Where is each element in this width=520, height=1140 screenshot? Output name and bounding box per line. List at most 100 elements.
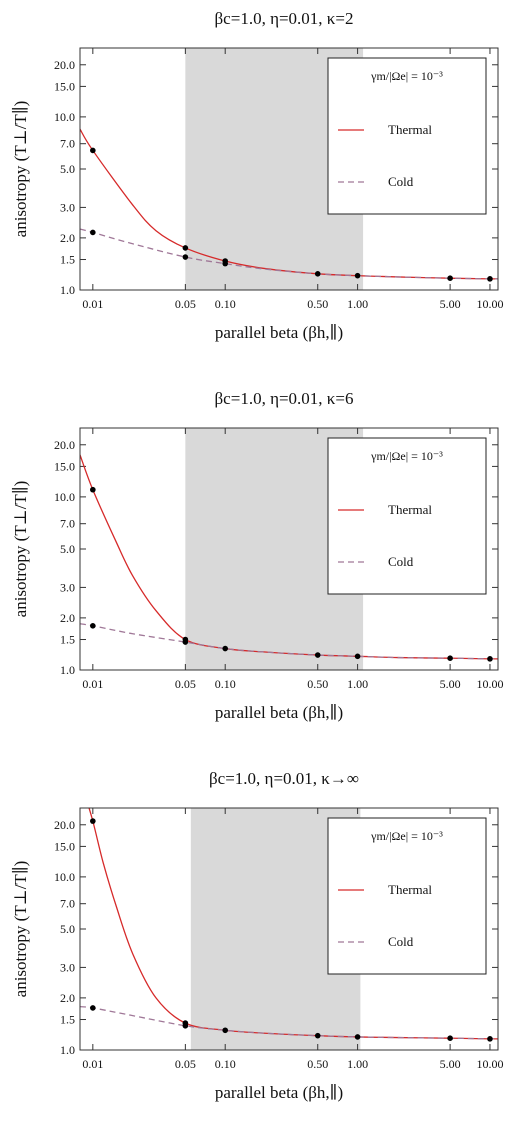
- x-axis-label: parallel beta (βh,∥): [215, 323, 343, 342]
- data-point: [90, 623, 96, 629]
- x-axis-label: parallel beta (βh,∥): [215, 703, 343, 722]
- y-tick-label: 2.0: [60, 231, 75, 245]
- x-tick-label: 5.00: [440, 297, 461, 311]
- x-tick-label: 10.00: [476, 677, 503, 691]
- x-tick-label: 0.10: [215, 1057, 236, 1071]
- legend: γm/|Ωe| = 10⁻³ Thermal Cold: [327, 437, 487, 595]
- data-point: [90, 147, 96, 154]
- y-tick-label: 15.0: [54, 459, 75, 473]
- series-line-cold: [80, 228, 498, 280]
- y-axis-label: anisotropy (T⊥/T∥): [11, 101, 30, 238]
- data-point: [90, 818, 96, 824]
- data-point: [182, 639, 189, 645]
- chart-title: βc=1.0, η=0.01, κ=6: [215, 389, 354, 408]
- legend: γm/|Ωe| = 10⁻³ Thermal Cold: [327, 817, 487, 975]
- x-axis-label: parallel beta (βh,∥): [215, 1083, 343, 1102]
- y-tick-label: 5.0: [60, 542, 75, 556]
- x-tick-label: 0.50: [307, 677, 328, 691]
- data-point: [314, 1032, 321, 1039]
- data-point: [314, 652, 321, 658]
- chart-panel-2: βc=1.0, η=0.01, κ=6 0.01 0.05 0.10 0.50 1.00 5…: [11, 389, 503, 722]
- y-axis-label: anisotropy (T⊥/T∥): [11, 481, 30, 618]
- data-point: [354, 653, 361, 660]
- x-tick-label: 0.50: [307, 297, 328, 311]
- y-tick-label: 20.0: [54, 58, 75, 72]
- legend-entry-cold: Cold: [388, 934, 414, 949]
- y-tick-label: 1.0: [60, 663, 75, 677]
- legend-header: γm/|Ωe| = 10⁻³: [370, 829, 443, 843]
- legend: γm/|Ωe| = 10⁻³ Thermal Cold: [327, 57, 487, 215]
- data-point: [354, 1034, 361, 1040]
- y-axis-label: anisotropy (T⊥/T∥): [11, 861, 30, 998]
- legend-entry-cold: Cold: [388, 554, 414, 569]
- x-tick-label: 10.00: [476, 297, 503, 311]
- series-line-cold: [80, 1006, 498, 1040]
- y-tick-label: 1.5: [60, 1013, 75, 1027]
- data-point: [182, 245, 189, 251]
- plot-frame: [79, 427, 499, 671]
- data-point: [182, 254, 189, 260]
- y-tick-label: 5.0: [60, 162, 75, 176]
- x-tick-label: 0.05: [175, 677, 196, 691]
- y-tick-label: 7.0: [60, 137, 75, 151]
- data-point: [447, 275, 453, 281]
- legend-entry-thermal: Thermal: [388, 122, 432, 137]
- data-point: [222, 645, 229, 652]
- x-tick-label: 1.00: [347, 677, 368, 691]
- y-tick-label: 20.0: [54, 818, 75, 832]
- legend-entry-thermal: Thermal: [388, 502, 432, 517]
- x-tick-label: 0.05: [175, 297, 196, 311]
- y-tick-label: 3.0: [60, 960, 75, 974]
- y-tick-label: 3.0: [60, 200, 75, 214]
- legend-header: γm/|Ωe| = 10⁻³: [370, 69, 443, 83]
- data-point: [90, 229, 96, 236]
- x-tick-label: 0.01: [82, 297, 103, 311]
- series-line-cold: [80, 623, 498, 660]
- y-tick-label: 15.0: [54, 79, 75, 93]
- y-tick-label: 1.0: [60, 1043, 75, 1057]
- data-point: [354, 272, 361, 279]
- x-tick-label: 0.50: [307, 1057, 328, 1071]
- x-tick-label: 0.01: [82, 677, 103, 691]
- x-tick-label: 0.01: [82, 1057, 103, 1071]
- data-point: [487, 656, 493, 662]
- chart-panel-3: βc=1.0, η=0.01, κ→∞ 0.01 0.05 0.10 0.50 1.00 5…: [11, 769, 503, 1102]
- data-point: [447, 1035, 453, 1041]
- y-tick-label: 10.0: [54, 110, 75, 124]
- series-line-thermal: [80, 454, 498, 660]
- y-tick-label: 3.0: [60, 580, 75, 594]
- x-tick-label: 0.05: [175, 1057, 196, 1071]
- y-tick-label: 10.0: [54, 490, 75, 504]
- data-point: [487, 1036, 493, 1042]
- legend-header: γm/|Ωe| = 10⁻³: [370, 449, 443, 463]
- y-tick-label: 10.0: [54, 870, 75, 884]
- y-tick-label: 15.0: [54, 839, 75, 853]
- legend-entry-thermal: Thermal: [388, 882, 432, 897]
- series-group: [80, 454, 498, 660]
- data-point: [222, 1027, 229, 1034]
- x-tick-label: 1.00: [347, 297, 368, 311]
- x-tick-label: 10.00: [476, 1057, 503, 1071]
- y-tick-label: 2.0: [60, 991, 75, 1005]
- data-point: [90, 1005, 96, 1011]
- y-tick-label: 7.0: [60, 517, 75, 531]
- data-point: [487, 276, 493, 282]
- y-tick-label: 1.5: [60, 253, 75, 267]
- plot-frame: [79, 807, 499, 1051]
- data-point: [314, 271, 321, 277]
- legend-box: [327, 437, 487, 595]
- y-tick-label: 20.0: [54, 438, 75, 452]
- y-tick-label: 5.0: [60, 922, 75, 936]
- legend-entry-cold: Cold: [388, 174, 414, 189]
- legend-box: [327, 57, 487, 215]
- y-tick-label: 2.0: [60, 611, 75, 625]
- data-point: [447, 655, 453, 661]
- plot-frame: [79, 47, 499, 291]
- y-tick-label: 1.5: [60, 633, 75, 647]
- data-point: [182, 1022, 189, 1029]
- x-tick-label: 0.10: [215, 297, 236, 311]
- x-tick-label: 5.00: [440, 1057, 461, 1071]
- chart-panel-1: βc=1.0, η=0.01, κ=2 0.01 0.05 0.10 0.50 1.00 5…: [11, 9, 503, 342]
- chart-title: βc=1.0, η=0.01, κ=2: [215, 9, 354, 28]
